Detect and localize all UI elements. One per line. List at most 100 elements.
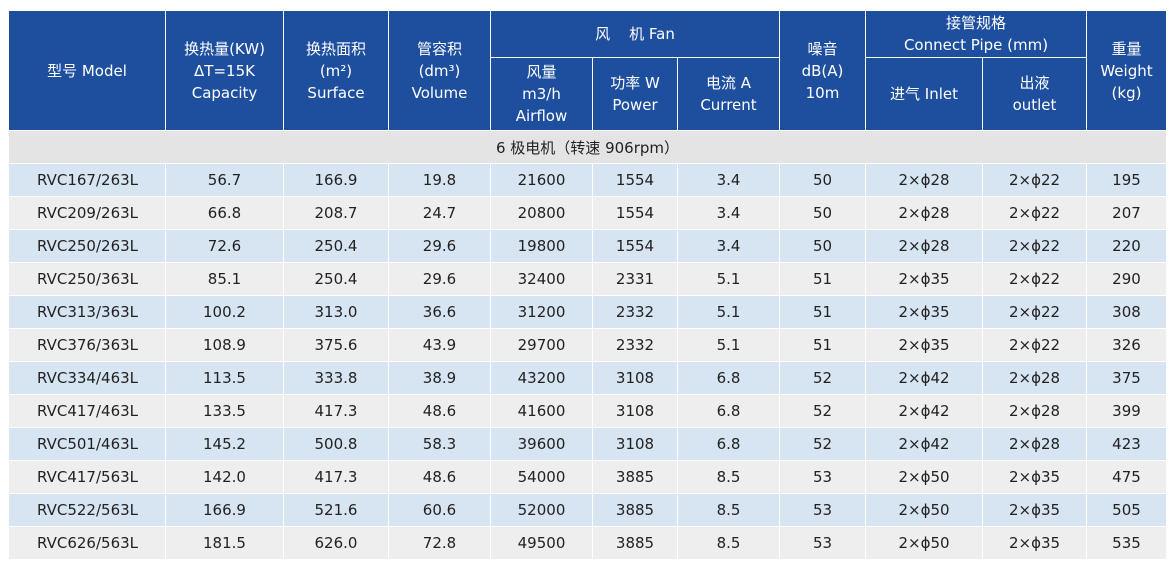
cell-current: 6.8 [677,394,780,428]
cell-model: RVC417/463L [8,394,166,428]
cell-model: RVC250/263L [8,229,166,263]
cell-model: RVC626/563L [8,526,166,560]
cell-power: 1554 [592,229,678,263]
table-row: RVC376/363L 108.9 375.6 43.9 29700 2332 5.1 51 2… [8,328,1167,362]
table-row: RVC417/463L 133.5 417.3 48.6 41600 3108 6.8 52 2… [8,394,1167,428]
cell-inlet: 2×ϕ28 [865,196,983,230]
cell-weight: 195 [1086,163,1167,197]
cell-power: 3885 [592,493,678,527]
cell-surface: 626.0 [283,526,389,560]
cell-model: RVC376/363L [8,328,166,362]
cell-inlet: 2×ϕ50 [865,493,983,527]
cell-capacity: 66.8 [165,196,284,230]
cell-surface: 208.7 [283,196,389,230]
cell-airflow: 49500 [490,526,593,560]
cell-surface: 250.4 [283,262,389,296]
cell-airflow: 21600 [490,163,593,197]
cell-power: 3108 [592,427,678,461]
cell-weight: 375 [1086,361,1167,395]
cell-capacity: 181.5 [165,526,284,560]
cell-volume: 36.6 [388,295,491,329]
cell-power: 1554 [592,163,678,197]
cell-capacity: 142.0 [165,460,284,494]
cell-noise: 51 [779,262,866,296]
cell-current: 5.1 [677,262,780,296]
cell-volume: 58.3 [388,427,491,461]
cell-current: 8.5 [677,526,780,560]
cell-surface: 417.3 [283,460,389,494]
cell-surface: 333.8 [283,361,389,395]
cell-model: RVC313/363L [8,295,166,329]
cell-noise: 50 [779,163,866,197]
cell-volume: 29.6 [388,229,491,263]
cell-outlet: 2×ϕ22 [982,229,1087,263]
spec-table-container: 型号 Model 换热量(KW) ΔT=15K Capacity 换热面积 (m… [8,10,1167,560]
table-row: RVC626/563L 181.5 626.0 72.8 49500 3885 8.5 53 2… [8,526,1167,560]
cell-outlet: 2×ϕ28 [982,394,1087,428]
cell-weight: 207 [1086,196,1167,230]
cell-capacity: 133.5 [165,394,284,428]
cell-noise: 52 [779,394,866,428]
cell-airflow: 43200 [490,361,593,395]
cell-inlet: 2×ϕ35 [865,262,983,296]
cell-current: 8.5 [677,493,780,527]
cell-model: RVC209/263L [8,196,166,230]
table-row: RVC209/263L 66.8 208.7 24.7 20800 1554 3.4 50 2×… [8,196,1167,230]
table-header: 型号 Model 换热量(KW) ΔT=15K Capacity 换热面积 (m… [8,10,1167,131]
cell-weight: 505 [1086,493,1167,527]
cell-surface: 417.3 [283,394,389,428]
cell-model: RVC167/263L [8,163,166,197]
cell-outlet: 2×ϕ22 [982,163,1087,197]
header-capacity: 换热量(KW) ΔT=15K Capacity [165,10,284,131]
table-row: RVC250/263L 72.6 250.4 29.6 19800 1554 3.4 50 2×… [8,229,1167,263]
cell-weight: 308 [1086,295,1167,329]
cell-outlet: 2×ϕ35 [982,526,1087,560]
cell-noise: 53 [779,460,866,494]
cell-model: RVC334/463L [8,361,166,395]
header-outlet: 出液 outlet [982,57,1087,131]
cell-airflow: 39600 [490,427,593,461]
header-connect-pipe: 接管规格 Connect Pipe (mm) [865,10,1087,58]
cell-volume: 38.9 [388,361,491,395]
cell-current: 3.4 [677,229,780,263]
cell-inlet: 2×ϕ28 [865,163,983,197]
cell-inlet: 2×ϕ35 [865,295,983,329]
cell-outlet: 2×ϕ22 [982,328,1087,362]
header-model: 型号 Model [8,10,166,131]
header-fan: 风 机 Fan [490,10,780,58]
cell-power: 1554 [592,196,678,230]
cell-power: 3885 [592,526,678,560]
table-row: RVC417/563L 142.0 417.3 48.6 54000 3885 8.5 53 2… [8,460,1167,494]
cell-model: RVC522/563L [8,493,166,527]
cell-outlet: 2×ϕ35 [982,493,1087,527]
cell-power: 3108 [592,361,678,395]
cell-power: 2331 [592,262,678,296]
cell-weight: 290 [1086,262,1167,296]
cell-current: 3.4 [677,196,780,230]
cell-surface: 521.6 [283,493,389,527]
cell-current: 6.8 [677,361,780,395]
cell-volume: 72.8 [388,526,491,560]
cell-weight: 399 [1086,394,1167,428]
cell-outlet: 2×ϕ22 [982,295,1087,329]
cell-inlet: 2×ϕ28 [865,229,983,263]
cell-power: 3108 [592,394,678,428]
cell-power: 2332 [592,295,678,329]
cell-power: 3885 [592,460,678,494]
cell-capacity: 72.6 [165,229,284,263]
cell-noise: 50 [779,196,866,230]
cell-volume: 60.6 [388,493,491,527]
cell-weight: 423 [1086,427,1167,461]
table-body: 6 极电机（转速 906rpm） RVC167/263L 56.7 166.9 19.… [8,130,1167,560]
cell-noise: 50 [779,229,866,263]
cell-noise: 52 [779,427,866,461]
cell-current: 6.8 [677,427,780,461]
section-label: 6 极电机（转速 906rpm） [8,130,1167,164]
table-row: RVC334/463L 113.5 333.8 38.9 43200 3108 6.8 52 2… [8,361,1167,395]
cell-outlet: 2×ϕ22 [982,262,1087,296]
cell-outlet: 2×ϕ28 [982,361,1087,395]
cell-inlet: 2×ϕ50 [865,526,983,560]
cell-airflow: 52000 [490,493,593,527]
cell-noise: 53 [779,493,866,527]
cell-weight: 475 [1086,460,1167,494]
